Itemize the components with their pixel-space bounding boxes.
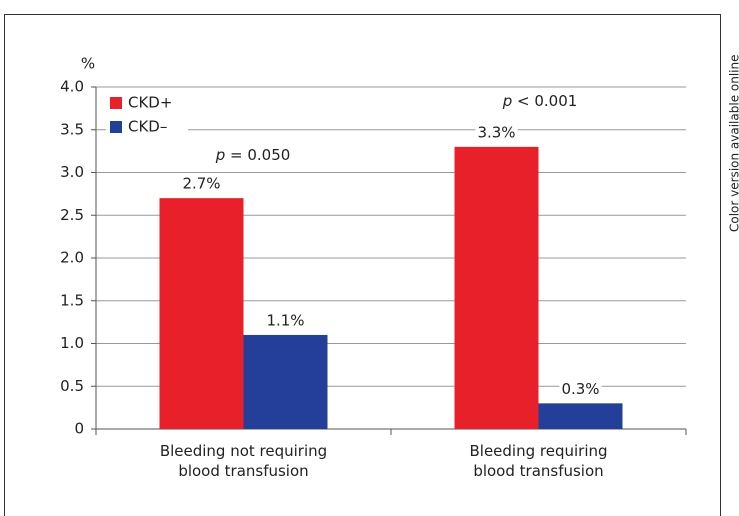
y-tick-label: 4.0 (60, 78, 84, 96)
value-label: 2.7% (182, 175, 220, 193)
legend-label: CKD– (128, 118, 167, 136)
value-label-bg (264, 311, 307, 330)
legend-label: CKD+ (128, 94, 172, 112)
annotation: p < 0.001 (502, 92, 578, 110)
annotation-bg (211, 145, 294, 164)
annotation-bg (498, 91, 581, 110)
legend-swatch (110, 97, 122, 109)
value-label-bg (180, 174, 223, 193)
y-axis-label: % (81, 55, 95, 73)
x-tick-line: blood transfusion (473, 462, 603, 480)
annotation-rest: = 0.050 (225, 146, 290, 164)
y-tick-label: 2.5 (60, 206, 84, 224)
y-tick-label: 3.5 (60, 120, 84, 138)
annotation: p = 0.050 (215, 146, 291, 164)
x-tick-line: blood transfusion (178, 462, 308, 480)
y-tick-label: 0.5 (60, 377, 84, 395)
annotation-rest: < 0.001 (512, 92, 577, 110)
y-tick-label: 0 (74, 420, 84, 438)
bar (454, 146, 539, 429)
legend-bg (106, 116, 188, 138)
value-label: 3.3% (477, 123, 515, 141)
legend-bg (106, 92, 188, 114)
y-tick-label: 1.5 (60, 291, 84, 309)
value-label-bg (559, 379, 602, 398)
x-tick-label: Bleeding not requiring blood transfusion (160, 442, 327, 480)
frame (4, 14, 721, 516)
bar (243, 334, 328, 429)
x-tick-label: Bleeding requiring blood transfusion (469, 442, 607, 480)
annotation-italic: p (502, 92, 513, 110)
legend-swatch (110, 121, 122, 133)
bar (159, 198, 244, 429)
value-label: 0.3% (561, 380, 599, 398)
value-label: 1.1% (266, 311, 304, 329)
x-tick-line: Bleeding requiring (469, 442, 607, 460)
y-tick-label: 1.0 (60, 334, 84, 352)
y-tick-label: 3.0 (60, 163, 84, 181)
side-note: Color version available online (728, 55, 739, 233)
y-tick-label: 2.0 (60, 249, 84, 267)
x-tick-line: Bleeding not requiring (160, 442, 327, 460)
annotation-italic: p (215, 146, 226, 164)
value-label-bg (475, 123, 518, 142)
bar (538, 403, 623, 429)
